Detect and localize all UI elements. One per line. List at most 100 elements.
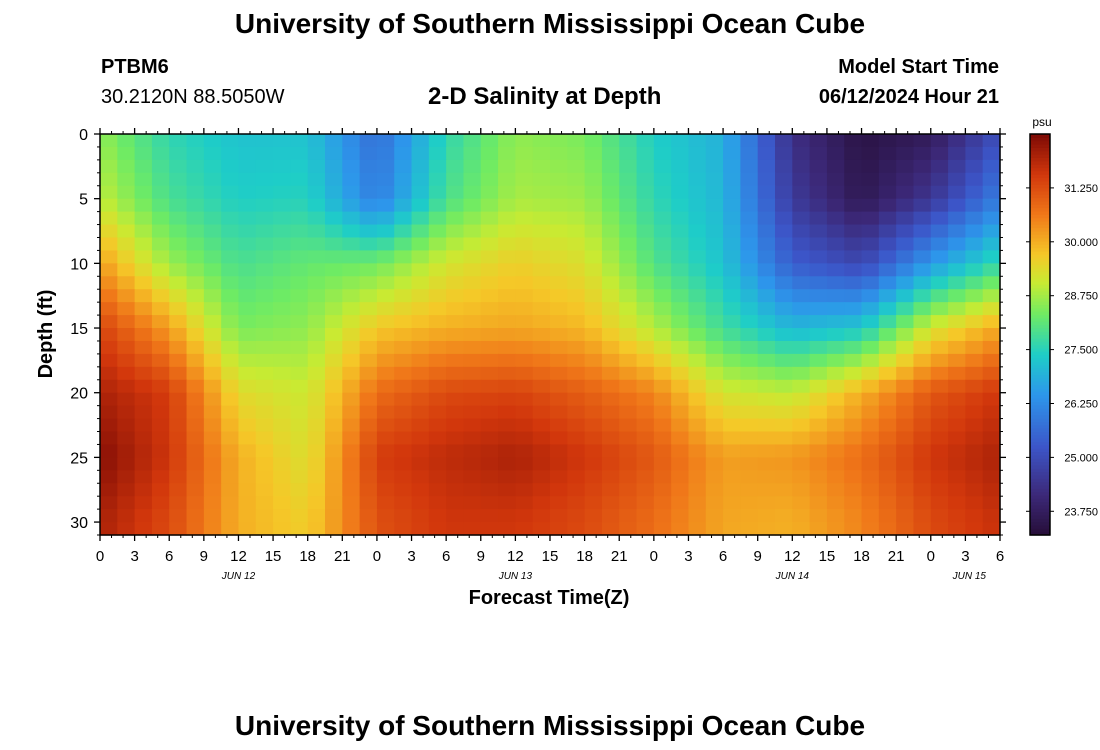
heatmap-cell xyxy=(930,134,949,148)
heatmap-cell xyxy=(238,496,257,510)
heatmap-cell xyxy=(255,185,274,200)
heatmap-cell xyxy=(532,146,551,161)
heatmap-cell xyxy=(186,366,205,381)
heatmap-cell xyxy=(255,250,274,264)
heatmap-cell xyxy=(480,198,499,213)
heatmap-cell xyxy=(515,379,534,394)
heatmap-cell xyxy=(238,353,257,368)
heatmap-cell xyxy=(325,509,343,523)
heatmap-cell xyxy=(255,353,274,368)
heatmap-cell xyxy=(965,315,984,329)
heatmap-cell xyxy=(688,483,707,497)
heatmap-cell xyxy=(619,405,638,420)
heatmap-cell xyxy=(740,431,759,446)
heatmap-cell xyxy=(844,263,863,277)
heatmap-cell xyxy=(307,522,326,536)
heatmap-cell xyxy=(550,172,568,187)
heatmap-cell xyxy=(151,522,170,536)
colorbar-segment xyxy=(1030,501,1050,506)
heatmap-cell xyxy=(342,315,361,329)
heatmap-cell xyxy=(826,134,845,148)
heatmap-cell xyxy=(948,496,966,510)
heatmap-cell xyxy=(394,470,413,484)
heatmap-cell xyxy=(930,146,949,161)
heatmap-cell xyxy=(688,146,707,161)
heatmap-cell xyxy=(359,496,378,510)
heatmap-cell xyxy=(532,496,551,510)
heatmap-cell xyxy=(221,483,240,497)
heatmap-cell xyxy=(428,315,447,329)
heatmap-cell xyxy=(775,172,793,187)
heatmap-cell xyxy=(826,315,845,329)
heatmap-cell xyxy=(965,276,984,290)
heatmap-cell xyxy=(186,340,205,355)
heatmap-cell xyxy=(394,263,413,277)
heatmap-cell xyxy=(394,431,413,446)
heatmap-cell xyxy=(948,457,966,471)
heatmap-cell xyxy=(515,457,534,471)
heatmap-cell xyxy=(203,366,222,381)
heatmap-cell xyxy=(186,302,205,316)
heatmap-cell xyxy=(688,211,707,226)
heatmap-cell xyxy=(221,340,240,355)
heatmap-cell xyxy=(601,198,620,213)
heatmap-cell xyxy=(913,159,932,174)
heatmap-cell xyxy=(671,418,690,433)
heatmap-cell xyxy=(394,392,413,407)
heatmap-cell xyxy=(705,276,724,290)
heatmap-cell xyxy=(913,315,932,329)
heatmap-cell xyxy=(290,496,309,510)
colorbar-segment xyxy=(1030,448,1050,453)
heatmap-cell xyxy=(394,315,413,329)
heatmap-cell xyxy=(671,302,690,316)
heatmap-cell xyxy=(498,353,516,368)
heatmap-cell xyxy=(446,522,465,536)
heatmap-cell xyxy=(550,379,568,394)
heatmap-cell xyxy=(723,263,741,277)
x-tick-label: 3 xyxy=(684,548,692,565)
heatmap-cell xyxy=(203,224,222,239)
heatmap-cell xyxy=(238,470,257,484)
heatmap-cell xyxy=(740,276,759,290)
heatmap-cell xyxy=(653,353,672,368)
heatmap-cell xyxy=(273,509,291,523)
heatmap-cell xyxy=(896,237,915,252)
colorbar-segment xyxy=(1030,137,1050,142)
heatmap-cell xyxy=(203,159,222,174)
colorbar-unit-label: psu xyxy=(1032,115,1051,129)
heatmap-cell xyxy=(723,211,741,226)
colorbar-segment xyxy=(1030,257,1050,262)
heatmap-cell xyxy=(532,392,551,407)
heatmap-cell xyxy=(463,405,482,420)
heatmap-cell xyxy=(394,276,413,290)
heatmap-cell xyxy=(896,302,915,316)
heatmap-cell xyxy=(982,340,1001,355)
heatmap-cell xyxy=(913,302,932,316)
heatmap-cell xyxy=(515,146,534,161)
colorbar-segment xyxy=(1030,244,1050,249)
heatmap-cell xyxy=(601,431,620,446)
heatmap-cell xyxy=(705,237,724,252)
heatmap-cell xyxy=(273,134,291,148)
heatmap-cell xyxy=(982,431,1001,446)
heatmap-cell xyxy=(809,379,828,394)
heatmap-cell xyxy=(307,366,326,381)
heatmap-cell xyxy=(100,522,118,536)
heatmap-cell xyxy=(411,496,430,510)
heatmap-cell xyxy=(619,185,638,200)
colorbar-segment xyxy=(1030,354,1050,359)
heatmap-cell xyxy=(169,483,188,497)
heatmap-cell xyxy=(740,250,759,264)
colorbar-segment xyxy=(1030,287,1050,292)
heatmap-cell xyxy=(861,276,880,290)
heatmap-cell xyxy=(965,211,984,226)
heatmap-cell xyxy=(688,250,707,264)
heatmap-cell xyxy=(567,379,586,394)
heatmap-cell xyxy=(394,509,413,523)
heatmap-cell xyxy=(446,289,465,303)
colorbar-segment xyxy=(1030,434,1050,439)
colorbar-segment xyxy=(1030,301,1050,306)
heatmap-cell xyxy=(550,353,568,368)
heatmap-cell xyxy=(826,289,845,303)
heatmap-cell xyxy=(878,315,897,329)
